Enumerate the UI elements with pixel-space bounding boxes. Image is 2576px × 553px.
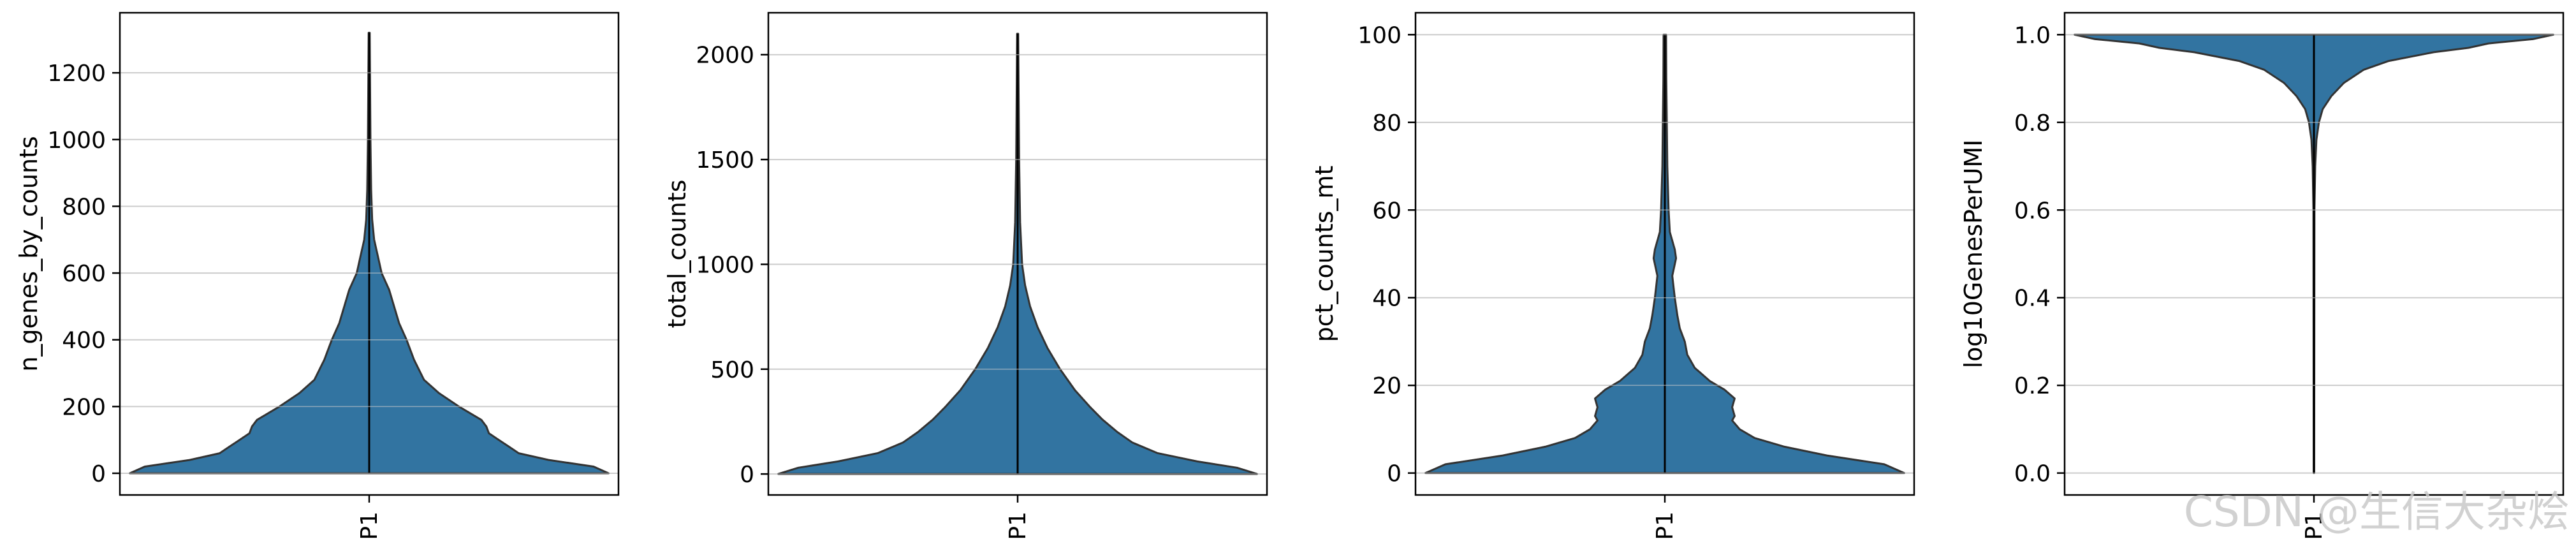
y-tick-label: 1000 — [47, 128, 106, 154]
y-tick-label: 0.0 — [2014, 461, 2051, 487]
y-tick-label: 1200 — [47, 61, 106, 87]
violin-panel-3: 0 20 40 60 80 100 P1 pct_counts_mt — [1310, 11, 1915, 540]
watermark: CSDN @生信大杂烩 — [2184, 487, 2570, 536]
y-tick-label: 0.8 — [2014, 110, 2051, 136]
violin-panel-1: 0 200 400 600 800 1000 1200 P1 n_genes_by_counts — [15, 11, 620, 540]
y-tick-label: 0.4 — [2014, 286, 2051, 312]
y-tick-label: 0 — [1387, 461, 1401, 487]
y-axis-label: n_genes_by_counts — [15, 136, 43, 371]
y-tick-label: 0 — [91, 461, 106, 487]
violin-panel-2: 0 500 1000 1500 2000 P1 total_counts — [663, 11, 1268, 540]
x-tick-label: P1 — [1005, 512, 1031, 540]
violin-panel-4: 0.0 0.2 0.4 0.6 0.8 1.0 P1 log10GenesPerUMI — [1959, 11, 2565, 540]
y-tick-label: 800 — [62, 194, 106, 220]
y-tick-label: 1500 — [696, 147, 754, 173]
y-tick-label: 600 — [62, 261, 106, 287]
y-tick-label: 0.2 — [2014, 373, 2051, 399]
y-tick-label: 2000 — [696, 43, 754, 69]
y-tick-label: 0.6 — [2014, 198, 2051, 224]
y-axis-label: log10GenesPerUMI — [1959, 140, 1987, 369]
y-tick-label: 500 — [710, 357, 754, 383]
y-tick-label: 40 — [1372, 286, 1401, 312]
x-tick-label: P1 — [356, 512, 383, 540]
y-tick-label: 1.0 — [2014, 22, 2051, 48]
x-tick-label: P1 — [1652, 512, 1678, 540]
y-tick-label: 0 — [740, 462, 754, 488]
y-tick-label: 200 — [62, 394, 106, 420]
y-axis-label: total_counts — [663, 180, 691, 328]
y-tick-label: 20 — [1372, 373, 1401, 399]
y-tick-label: 80 — [1372, 110, 1401, 136]
y-tick-label: 100 — [1358, 22, 1401, 48]
x-tick-label: P1 — [2301, 512, 2327, 540]
y-tick-label: 60 — [1372, 198, 1401, 224]
y-axis-label: pct_counts_mt — [1310, 166, 1338, 343]
y-tick-label: 1000 — [696, 252, 754, 278]
y-tick-label: 400 — [62, 328, 106, 354]
